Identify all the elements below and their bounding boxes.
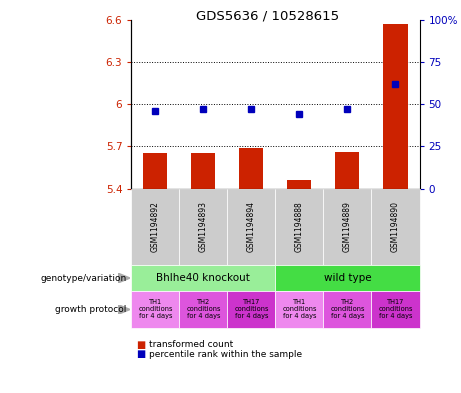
Text: TH17
conditions
for 4 days: TH17 conditions for 4 days: [234, 299, 269, 320]
Text: TH2
conditions
for 4 days: TH2 conditions for 4 days: [186, 299, 221, 320]
Text: TH17
conditions
for 4 days: TH17 conditions for 4 days: [378, 299, 413, 320]
Text: ■: ■: [136, 349, 145, 360]
Text: GSM1194888: GSM1194888: [295, 202, 304, 252]
Text: TH1
conditions
for 4 days: TH1 conditions for 4 days: [138, 299, 173, 320]
Text: wild type: wild type: [324, 273, 371, 283]
Text: GSM1194894: GSM1194894: [247, 202, 256, 252]
Bar: [336, 152, 360, 189]
Bar: [288, 180, 312, 189]
Text: GSM1194892: GSM1194892: [151, 202, 160, 252]
Polygon shape: [118, 305, 130, 314]
Text: GSM1194889: GSM1194889: [343, 202, 352, 252]
Text: genotype/variation: genotype/variation: [41, 274, 127, 283]
Text: Bhlhe40 knockout: Bhlhe40 knockout: [156, 273, 250, 283]
Text: GDS5636 / 10528615: GDS5636 / 10528615: [196, 10, 339, 23]
Text: transformed count: transformed count: [149, 340, 233, 349]
Bar: [384, 24, 408, 189]
Bar: [191, 153, 215, 189]
Text: TH2
conditions
for 4 days: TH2 conditions for 4 days: [330, 299, 365, 320]
Text: GSM1194893: GSM1194893: [199, 202, 208, 252]
Bar: [239, 148, 263, 189]
Text: GSM1194890: GSM1194890: [391, 202, 400, 252]
Text: ■: ■: [136, 340, 145, 350]
Text: percentile rank within the sample: percentile rank within the sample: [149, 350, 302, 359]
Text: growth protocol: growth protocol: [55, 305, 127, 314]
Bar: [143, 153, 167, 189]
Text: TH1
conditions
for 4 days: TH1 conditions for 4 days: [282, 299, 317, 320]
Polygon shape: [118, 274, 130, 283]
